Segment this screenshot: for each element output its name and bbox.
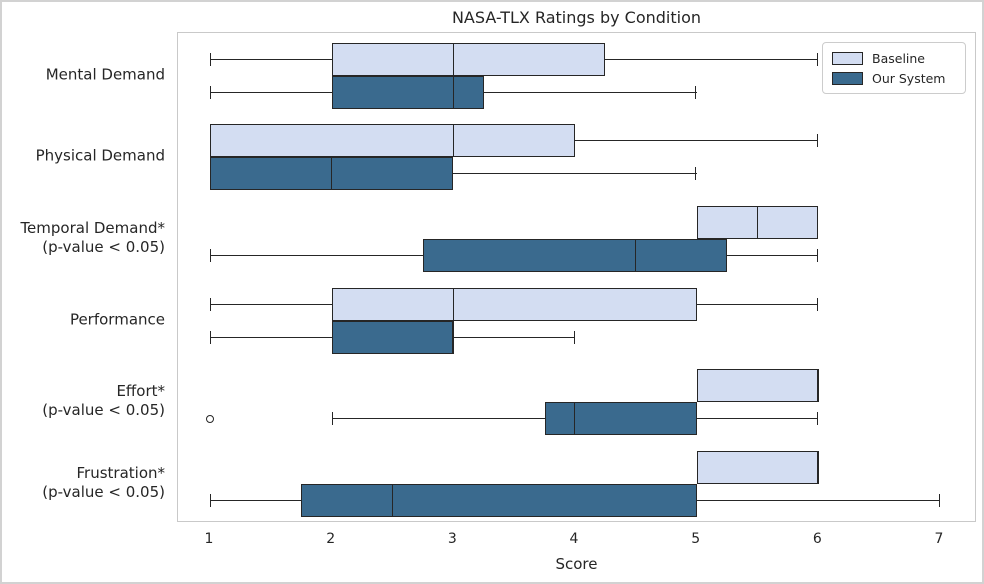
box-our-system <box>331 320 454 354</box>
whisker-high-line <box>696 499 940 501</box>
xtick-label: 5 <box>691 531 701 547</box>
median-line <box>817 451 819 485</box>
ytick-label: Mental Demand <box>2 65 165 84</box>
whisker-high-cap <box>573 330 575 344</box>
xtick-label: 1 <box>204 531 214 547</box>
box-baseline <box>696 451 819 485</box>
xtick-label: 7 <box>934 531 944 547</box>
whisker-high-line <box>605 58 819 60</box>
whisker-high-cap <box>938 494 940 508</box>
median-line <box>452 75 454 109</box>
box-baseline <box>331 42 606 76</box>
whisker-low-cap <box>210 85 211 99</box>
whisker-high-line <box>453 173 697 175</box>
outlier-marker <box>206 414 214 423</box>
whisker-low-cap <box>331 412 333 426</box>
ytick-label-line1: Frustration* <box>76 464 166 483</box>
median-line <box>817 369 819 403</box>
whisker-low-cap <box>210 297 211 311</box>
median-line <box>635 239 637 273</box>
whisker-high-line <box>575 140 819 142</box>
ytick-label-line2: (p-value < 0.05) <box>42 483 165 502</box>
whisker-high-cap <box>816 52 818 66</box>
whisker-low-line <box>210 91 332 93</box>
ytick-label: Physical Demand <box>2 147 165 166</box>
median-line <box>391 484 393 518</box>
whisker-high-line <box>696 303 819 305</box>
whisker-high-cap <box>816 297 818 311</box>
box-our-system <box>544 402 697 436</box>
xtick-label: 4 <box>569 531 579 547</box>
legend-entry-our-system: Our System <box>832 68 957 88</box>
x-axis-label: Score <box>555 555 598 573</box>
whisker-high-line <box>483 91 697 93</box>
whisker-high-cap <box>816 412 818 426</box>
legend-entry-baseline: Baseline <box>832 48 957 68</box>
whisker-high-cap <box>816 134 818 148</box>
box-baseline <box>696 369 819 403</box>
ytick-label: Frustration* (p-value < 0.05) <box>2 464 165 502</box>
whisker-low-line <box>210 58 332 60</box>
xtick-label: 6 <box>812 531 822 547</box>
whisker-low-cap <box>210 249 211 263</box>
whisker-high-cap <box>816 249 818 263</box>
chart-title: NASA-TLX Ratings by Condition <box>451 8 702 27</box>
median-line <box>756 206 758 240</box>
xtick-label: 3 <box>447 531 457 547</box>
legend-label-our-system: Our System <box>872 70 946 86</box>
whisker-low-cap <box>210 52 211 66</box>
whisker-low-line <box>210 303 332 305</box>
ytick-label-line1: Temporal Demand* <box>20 219 165 238</box>
ytick-label-line2: (p-value < 0.05) <box>42 401 165 420</box>
plot-area <box>177 32 976 522</box>
whisker-high-cap <box>695 167 697 181</box>
ytick-label-line1: Effort* <box>116 382 165 401</box>
ytick-label: Performance <box>2 310 165 329</box>
whisker-low-line <box>331 418 545 420</box>
median-line <box>452 320 454 354</box>
box-our-system <box>331 75 484 109</box>
whisker-high-line <box>727 254 819 256</box>
whisker-low-line <box>210 499 302 501</box>
whisker-low-cap <box>210 330 211 344</box>
whisker-low-cap <box>210 494 211 508</box>
box-baseline <box>331 287 697 321</box>
ytick-label-line1: Physical Demand <box>35 146 165 165</box>
whisker-high-line <box>453 336 575 338</box>
box-our-system <box>301 484 697 518</box>
whisker-high-cap <box>695 85 697 99</box>
ytick-label-line1: Performance <box>69 310 165 329</box>
median-line <box>574 402 576 436</box>
median-line <box>452 287 454 321</box>
our-system-swatch-icon <box>832 71 863 85</box>
legend: Baseline Our System <box>822 42 966 94</box>
ytick-label: Temporal Demand* (p-value < 0.05) <box>2 219 165 257</box>
legend-label-baseline: Baseline <box>872 50 925 66</box>
ytick-label-line2: (p-value < 0.05) <box>42 238 165 257</box>
xtick-label: 2 <box>326 531 336 547</box>
whisker-low-line <box>210 254 423 256</box>
median-line <box>452 124 454 158</box>
median-line <box>452 42 454 76</box>
baseline-swatch-icon <box>832 51 863 65</box>
box-our-system <box>422 239 728 273</box>
ytick-label-line1: Mental Demand <box>45 65 165 84</box>
ytick-label: Effort* (p-value < 0.05) <box>2 382 165 420</box>
median-line <box>330 157 332 191</box>
whisker-high-line <box>696 418 819 420</box>
box-baseline <box>210 124 575 158</box>
whisker-low-line <box>210 336 332 338</box>
